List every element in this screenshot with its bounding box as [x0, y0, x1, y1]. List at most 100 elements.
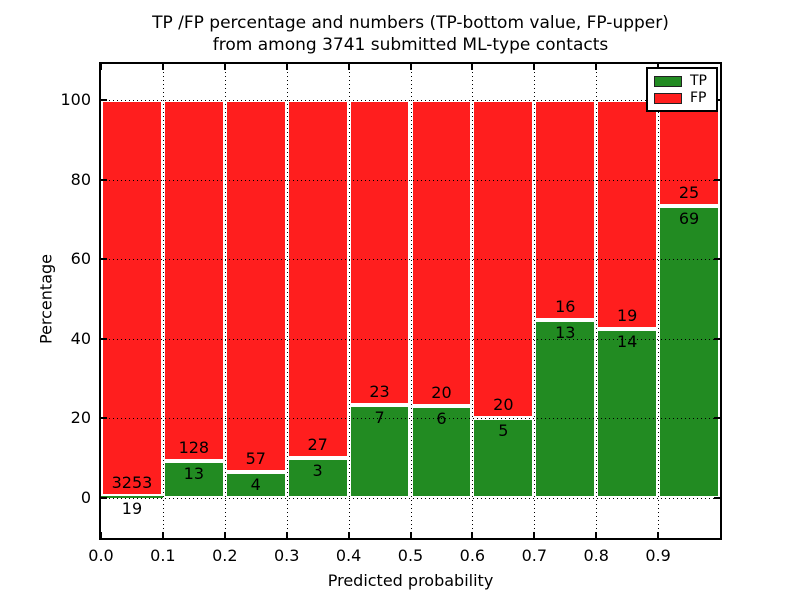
x-tick-mark	[285, 532, 288, 538]
legend-item-label: TP	[690, 73, 707, 89]
bar-tp-count-label: 19	[121, 498, 143, 518]
v-gridline	[410, 64, 412, 538]
x-tick-mark	[657, 532, 660, 538]
x-tick-label: 0.3	[273, 546, 300, 565]
bar-tp-segment	[101, 495, 163, 498]
bar-fp-segment	[410, 100, 473, 407]
y-tick-mark	[101, 99, 107, 101]
y-tick-mark	[101, 497, 107, 499]
legend-swatch-tp	[654, 76, 682, 87]
y-tick-label: 20	[70, 408, 91, 428]
x-tick-mark	[533, 532, 536, 538]
y-tick-mark	[714, 258, 720, 261]
bar-fp-count-label: 19	[616, 306, 638, 326]
x-tick-mark	[409, 64, 412, 70]
v-gridline	[286, 64, 288, 538]
v-gridline	[162, 64, 164, 538]
x-tick-mark	[161, 532, 164, 538]
x-tick-mark	[595, 64, 598, 70]
chart-title-line-1: TP /FP percentage and numbers (TP-bottom…	[152, 13, 669, 33]
v-gridline	[596, 64, 598, 538]
legend-swatch-fp	[654, 93, 682, 104]
x-tick-label: 0.1	[150, 546, 176, 565]
bar-fp-count-label: 128	[178, 438, 210, 458]
bar-tp-count-label: 4	[250, 474, 261, 494]
bar-fp-count-label: 27	[307, 435, 328, 455]
chart-title-line-2: from among 3741 submitted ML-type contac…	[212, 35, 609, 55]
bar-fp-count-label: 57	[245, 448, 266, 468]
x-tick-mark	[285, 64, 288, 70]
y-tick-label: 100	[60, 90, 91, 109]
v-gridline	[472, 64, 474, 538]
y-tick-mark	[714, 497, 720, 499]
x-tick-mark	[100, 532, 102, 538]
x-tick-mark	[100, 64, 102, 70]
bar-tp-count-label: 5	[498, 421, 509, 441]
x-tick-mark	[595, 532, 598, 538]
y-tick-mark	[714, 337, 720, 340]
x-tick-label: 0.0	[88, 546, 114, 565]
y-tick-mark	[714, 178, 720, 181]
bar-tp-count-label: 13	[555, 322, 576, 342]
bar-tp-segment	[286, 458, 349, 498]
x-tick-mark	[471, 532, 474, 538]
bar-fp-segment	[162, 100, 225, 462]
legend-item-label: FP	[690, 90, 707, 106]
y-tick-mark	[714, 417, 720, 420]
y-tick-mark	[101, 258, 107, 261]
x-tick-mark	[409, 532, 412, 538]
y-tick-label: 60	[70, 249, 91, 269]
bar-fp-segment	[286, 100, 349, 459]
v-gridline	[658, 64, 660, 538]
bar-fp-count-label: 25	[678, 182, 700, 202]
bar-fp-segment	[348, 100, 411, 406]
bar-fp-segment	[534, 100, 597, 320]
x-tick-mark	[223, 532, 226, 538]
bar-tp-segment	[534, 319, 597, 498]
x-tick-label: 0.9	[645, 546, 671, 565]
x-tick-mark	[347, 532, 350, 538]
y-tick-label: 80	[70, 169, 91, 189]
bar-tp-segment	[596, 329, 659, 498]
legend-item: TP	[654, 74, 710, 89]
x-tick-label: 0.8	[583, 546, 609, 565]
legend-item: FP	[654, 91, 710, 106]
x-tick-mark	[223, 64, 226, 70]
x-tick-mark	[161, 64, 164, 70]
bar-fp-count-label: 3253	[111, 472, 153, 492]
bar-tp-count-label: 14	[616, 332, 638, 352]
x-tick-mark	[471, 64, 474, 70]
x-axis-label: Predicted probability	[327, 571, 494, 590]
bar-fp-count-label: 16	[555, 296, 576, 316]
bar-tp-segment	[224, 471, 287, 498]
legend: TP FP	[646, 67, 718, 112]
bar-tp-count-label: 3	[312, 461, 323, 481]
x-tick-label: 0.7	[521, 546, 548, 565]
bar-tp-count-label: 6	[436, 409, 447, 429]
v-gridline	[348, 64, 350, 538]
x-tick-mark	[533, 64, 536, 70]
y-tick-mark	[101, 178, 107, 181]
bar-fp-count-label: 23	[369, 382, 390, 402]
bar-tp-segment	[658, 205, 720, 498]
bar-tp-count-label: 69	[678, 208, 700, 228]
y-tick-mark	[101, 337, 107, 340]
x-tick-label: 0.5	[397, 546, 424, 565]
bar-fp-count-label: 20	[431, 383, 452, 403]
bar-tp-count-label: 13	[183, 464, 205, 484]
v-gridline	[224, 64, 226, 538]
bar-tp-count-label: 7	[374, 408, 385, 428]
y-tick-label: 40	[70, 328, 91, 348]
x-tick-mark	[347, 64, 350, 70]
plot-area: TP FP 3253 19 128 13 57 4 27 3 23 7 20 6 20 5 16 13 19 14 2…	[99, 62, 722, 540]
v-gridline	[534, 64, 536, 538]
x-tick-label: 0.2	[212, 546, 238, 565]
bar-fp-segment	[101, 100, 163, 496]
y-tick-label: 0	[80, 488, 91, 507]
x-tick-label: 0.6	[459, 546, 486, 565]
y-tick-mark	[101, 417, 107, 420]
bar-fp-segment	[596, 100, 659, 330]
bar-fp-count-label: 20	[493, 395, 514, 415]
bar-fp-segment	[224, 100, 287, 472]
